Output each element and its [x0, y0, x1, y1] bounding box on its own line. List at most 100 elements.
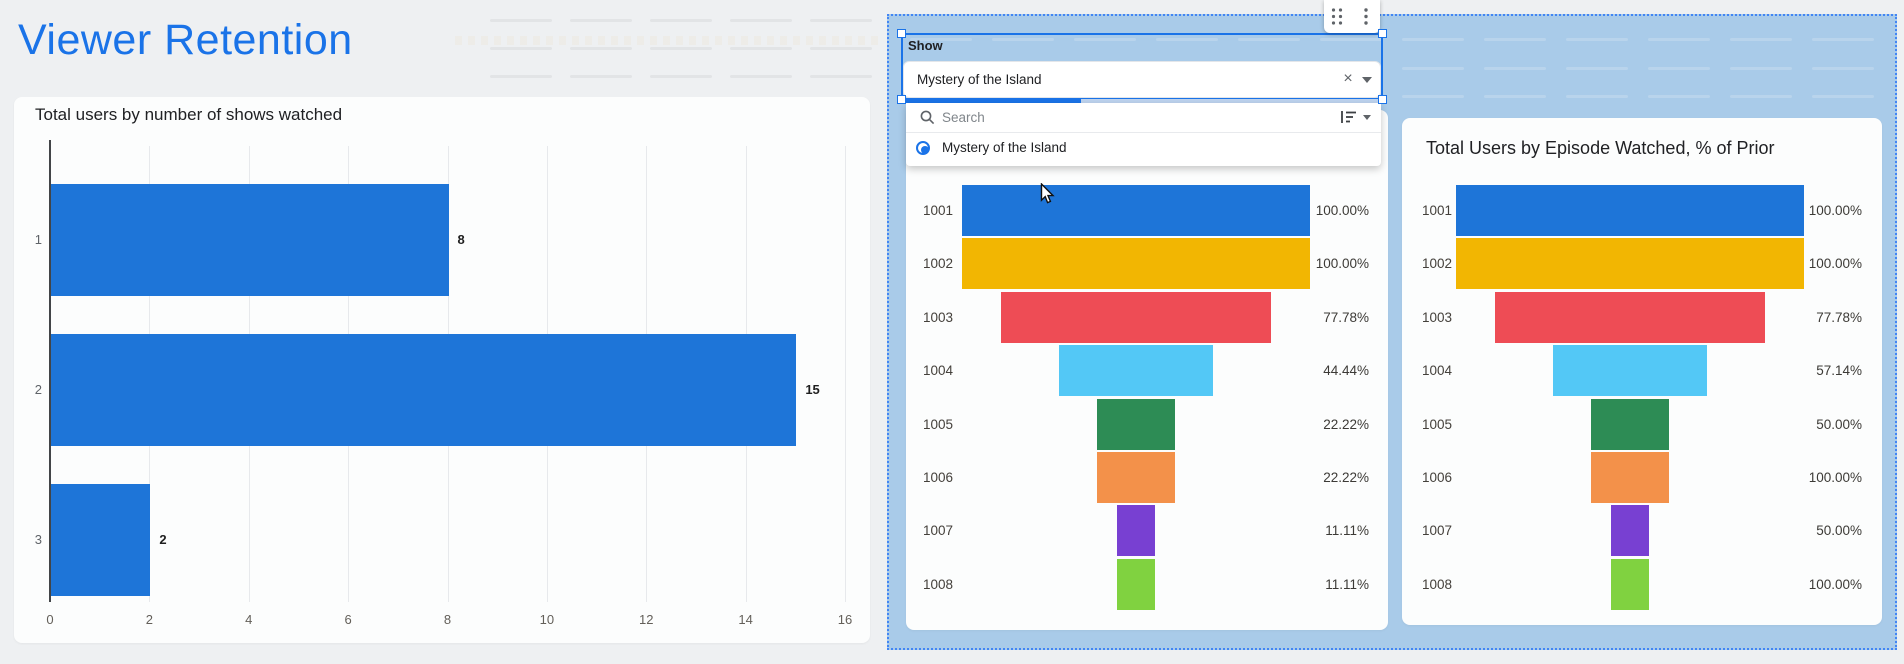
bar-segment [51, 184, 449, 296]
clear-filter-icon[interactable]: × [1343, 70, 1353, 87]
ghost-row-dash [650, 47, 712, 50]
sort-options-icon[interactable] [1338, 108, 1374, 128]
ghost-row-dash [730, 47, 792, 50]
funnel-bar-segment [1456, 185, 1804, 236]
funnel-bar-segment [1097, 398, 1175, 450]
funnel-bar-segment [962, 238, 1310, 290]
resize-handle-bottom-left[interactable] [897, 95, 906, 104]
resize-handle-top-left[interactable] [897, 29, 906, 38]
x-axis-tick-label: 10 [539, 612, 555, 627]
ghost-row-dash [1320, 38, 1382, 41]
funnel-row-label: 1007 [922, 523, 953, 539]
resize-handle-bottom-right[interactable] [1378, 95, 1387, 104]
ghost-row-dash [1648, 38, 1710, 41]
x-axis-tick-label: 2 [145, 612, 153, 627]
funnel-row-label: 1001 [1421, 203, 1452, 218]
ghost-row-dash [650, 19, 712, 22]
funnel-row-label: 1004 [1421, 363, 1452, 379]
funnel-row-label: 1001 [922, 203, 953, 218]
funnel-row-label: 1008 [922, 576, 953, 592]
ghost-row-dash [1156, 38, 1218, 41]
ghost-row-dash [1238, 38, 1300, 41]
filter-dropdown-popup [906, 103, 1381, 166]
ghost-row-dash [1484, 95, 1546, 98]
funnel-percent-label: 100.00% [1315, 203, 1369, 218]
funnel-percent-label: 22.22% [1323, 470, 1369, 485]
ghost-row-dash [810, 75, 872, 78]
funnel-bar-segment [1116, 505, 1156, 557]
ghost-row-dash [1566, 38, 1628, 41]
funnel-percent-label: 77.78% [1323, 309, 1369, 325]
ghost-row-dash [1648, 95, 1710, 98]
funnel-percent-label: 11.11% [1325, 576, 1369, 592]
popup-divider [906, 132, 1381, 133]
ghost-row-dash [1648, 67, 1710, 70]
ghost-row-dash [1484, 67, 1546, 70]
resize-handle-top-right[interactable] [1378, 29, 1387, 38]
funnel-bar-segment [1116, 558, 1156, 610]
funnel-row-label: 1004 [922, 363, 953, 379]
ghost-row-dash [730, 19, 792, 22]
funnel-percent-label: 57.14% [1816, 363, 1862, 379]
funnel-bar-segment [1494, 291, 1766, 343]
bar-category-label: 3 [34, 532, 42, 547]
ghost-row-dash [1730, 67, 1792, 70]
search-icon [920, 110, 935, 125]
ghost-row-dash [1812, 38, 1874, 41]
funnel-row-label: 1005 [922, 416, 953, 432]
ghost-row-dash [1402, 95, 1464, 98]
funnel-percent-label: 44.44% [1323, 363, 1369, 379]
ghost-row-dash [1812, 95, 1874, 98]
x-axis-tick-label: 14 [738, 612, 753, 627]
funnel-row-label: 1007 [1421, 523, 1452, 539]
ghost-row-dash [730, 75, 792, 78]
ghost-row-dash [490, 47, 552, 50]
loading-bar-track [903, 99, 1381, 103]
more-options-icon[interactable] [1360, 7, 1372, 26]
search-input[interactable]: Search [942, 110, 985, 125]
funnel-right-title: Total Users by Episode Watched, % of Pri… [1426, 138, 1775, 158]
funnel-row-label: 1006 [1421, 470, 1452, 485]
ghost-row-dash [1074, 38, 1136, 41]
funnel-percent-label: 100.00% [1808, 576, 1862, 592]
funnel-row-label: 1002 [1421, 256, 1452, 272]
ghost-row-dash [1730, 95, 1792, 98]
funnel-row-label: 1005 [1421, 416, 1452, 432]
filter-selected-value: Mystery of the Island [917, 72, 1042, 87]
funnel-bar-segment [1591, 398, 1669, 450]
bar-chart-title: Total users by number of shows watched [35, 105, 343, 124]
drag-handle-icon[interactable] [1330, 7, 1344, 26]
loading-bar-fill [903, 99, 1081, 103]
bar-segment [51, 484, 151, 596]
ghost-row-dash [1566, 95, 1628, 98]
filter-label: Show [908, 38, 943, 53]
page-title: Viewer Retention [18, 16, 353, 64]
funnel-bar-segment [1000, 291, 1272, 343]
funnel-percent-label: 100.00% [1808, 203, 1862, 218]
funnel-bar-segment [962, 185, 1310, 236]
funnel-percent-label: 11.11% [1325, 523, 1369, 539]
bar-chart-y-axis [49, 140, 51, 602]
funnel-row-label: 1003 [1421, 309, 1452, 325]
ghost-row-dash [992, 38, 1054, 41]
radio-selected-icon[interactable] [916, 141, 930, 155]
funnel-bar-segment [1610, 558, 1650, 610]
ghost-row-dash [1812, 67, 1874, 70]
bar-category-label: 1 [34, 232, 42, 247]
x-axis-tick-label: 8 [443, 612, 452, 627]
bar-segment [51, 334, 797, 446]
ghost-row-dash [1730, 38, 1792, 41]
bar-chart-gridline [845, 146, 846, 602]
ghost-row-dash [570, 19, 632, 22]
funnel-percent-label: 77.78% [1816, 309, 1862, 325]
funnel-bar-segment [1552, 345, 1708, 397]
filter-option-label[interactable]: Mystery of the Island [942, 140, 1067, 155]
chevron-down-icon[interactable] [1362, 77, 1372, 83]
funnel-bar-segment [1610, 505, 1650, 557]
filter-select[interactable] [903, 61, 1381, 98]
ghost-row-dash [1484, 38, 1546, 41]
funnel-row-label: 1003 [922, 309, 953, 325]
funnel-bar-segment [1456, 238, 1804, 290]
bar-value-label: 15 [805, 382, 820, 397]
funnel-percent-label: 100.00% [1808, 470, 1862, 485]
